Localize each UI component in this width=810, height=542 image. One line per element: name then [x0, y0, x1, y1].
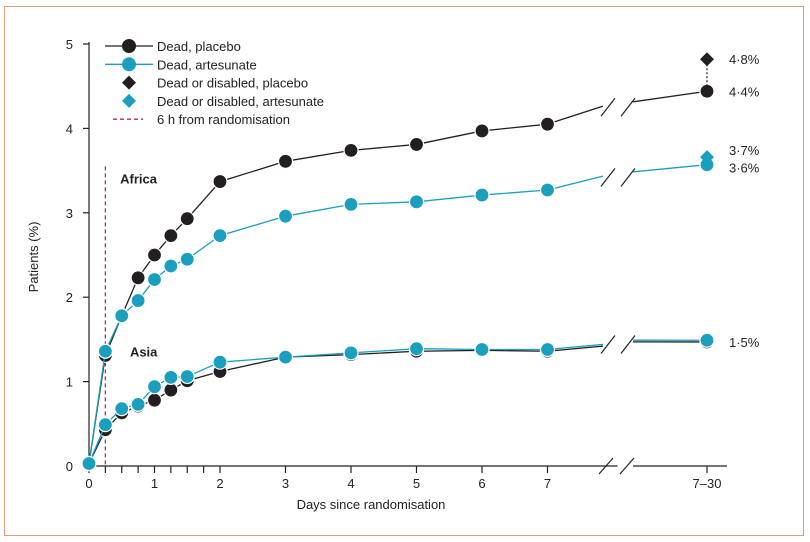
data-point — [146, 271, 163, 288]
data-point — [474, 341, 490, 358]
legend-label: 6 h from randomisation — [157, 112, 290, 127]
dead-or-disabled-marker — [700, 52, 714, 67]
x-tick-label: 5 — [413, 476, 420, 491]
data-point — [539, 182, 556, 198]
legend-label: Dead or disabled, placebo — [157, 76, 308, 91]
data-point — [212, 227, 228, 244]
y-tick-label: 5 — [66, 37, 73, 52]
data-point — [408, 136, 425, 153]
x-tick-label: 3 — [282, 476, 289, 491]
legend-label: Dead or disabled, artesunate — [157, 94, 324, 109]
x-tick-label: 0 — [85, 476, 92, 491]
legend-label: Dead, placebo — [157, 39, 241, 54]
data-point — [179, 368, 195, 385]
line-break-mark — [620, 167, 636, 187]
x-tick-label: 1 — [151, 476, 158, 491]
data-point — [130, 270, 146, 286]
data-point — [277, 349, 294, 365]
data-point — [343, 345, 359, 361]
legend-marker — [122, 93, 136, 108]
data-point — [146, 247, 163, 263]
data-point — [97, 343, 113, 359]
data-point — [474, 123, 490, 139]
x-axis-title: Days since randomisation — [297, 497, 446, 512]
data-point — [179, 251, 195, 267]
end-value-label: 4·4% — [729, 84, 760, 99]
x-tick-label: 7 — [544, 476, 551, 491]
data-point — [81, 455, 97, 472]
line-break-mark — [600, 167, 616, 187]
legend-marker — [122, 39, 136, 53]
dead-or-disabled-marker — [700, 150, 714, 165]
data-point — [114, 308, 130, 324]
data-point — [277, 208, 294, 224]
survival-line-chart: 0 1 2 3 4 5 0 1 2 3 4 5 6 7 7–30 Days since randomisati… — [26, 37, 760, 512]
y-axis-title: Patients (%) — [26, 222, 41, 293]
legend-marker — [122, 75, 136, 90]
dead-or-disabled-label: 3·7% — [729, 143, 760, 158]
line-break-mark — [600, 335, 616, 354]
end-value-label: 3·6% — [729, 161, 760, 176]
legend-marker — [122, 57, 136, 72]
series-line-africa-artesunate — [88, 189, 548, 464]
series-connector — [632, 90, 708, 103]
data-point — [130, 292, 146, 309]
end-value-label: 1·5% — [729, 335, 760, 350]
data-point — [408, 194, 425, 210]
data-point — [343, 196, 359, 212]
data-point — [114, 401, 130, 417]
x-tick-label: 2 — [216, 476, 223, 491]
dead-or-disabled-label: 4·8% — [729, 52, 760, 67]
series-connector — [547, 175, 604, 191]
data-point — [277, 153, 294, 169]
series-connector — [547, 105, 604, 125]
data-point — [163, 369, 179, 385]
data-point — [539, 341, 556, 358]
y-tick-label: 3 — [66, 206, 73, 221]
x-axis-break-mark — [598, 457, 614, 475]
data-point — [163, 258, 179, 274]
data-point — [146, 392, 163, 408]
data-point-end — [699, 332, 715, 348]
figure-frame: 0 1 2 3 4 5 0 1 2 3 4 5 6 7 7–30 Days since randomisati… — [4, 6, 804, 536]
data-point — [539, 116, 556, 132]
data-point-end — [699, 83, 715, 99]
data-point — [212, 354, 228, 370]
y-tick-label: 1 — [66, 375, 73, 390]
line-break-mark — [600, 97, 616, 117]
series-connector — [547, 345, 604, 352]
line-break-mark — [620, 335, 636, 354]
series-connector — [632, 164, 708, 173]
y-tick-label: 0 — [66, 459, 73, 474]
data-point — [179, 211, 195, 227]
x-tick-label: 7–30 — [693, 476, 722, 491]
data-point — [343, 142, 359, 158]
data-point — [130, 396, 146, 412]
y-tick-label: 2 — [66, 290, 73, 305]
x-axis-break-mark — [619, 457, 635, 475]
line-break-mark — [620, 97, 636, 117]
series-line-africa-placebo — [88, 123, 548, 464]
data-point — [163, 227, 179, 244]
data-point — [408, 341, 425, 357]
region-label-africa: Africa — [120, 171, 158, 186]
data-point — [146, 379, 163, 395]
region-label-asia: Asia — [130, 344, 158, 359]
data-point — [163, 382, 179, 398]
series-connector — [547, 343, 604, 351]
x-tick-label: 6 — [478, 476, 485, 491]
data-point — [97, 417, 113, 433]
y-tick-label: 4 — [66, 121, 73, 136]
data-point — [212, 173, 228, 190]
data-point — [474, 187, 490, 203]
x-tick-label: 4 — [347, 476, 354, 491]
legend-label: Dead, artesunate — [157, 57, 257, 72]
